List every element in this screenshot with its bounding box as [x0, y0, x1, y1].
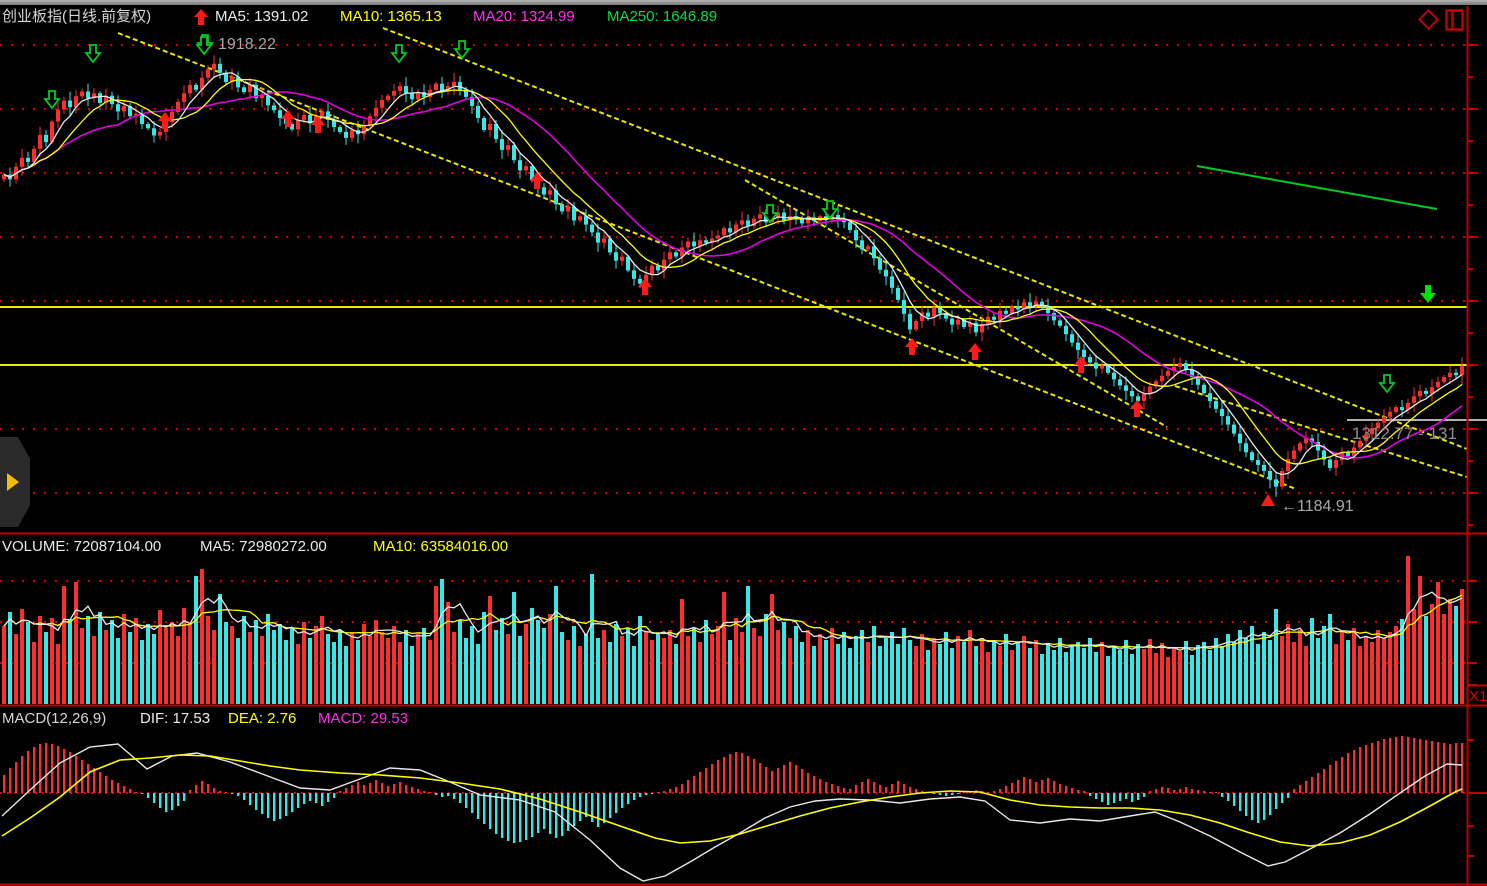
buy-arrow-icon	[311, 116, 325, 133]
volume-bars-layer[interactable]	[2, 556, 1464, 704]
sell-arrow-icon	[821, 200, 839, 220]
high-marker-arrow-icon	[195, 36, 213, 56]
dif-value: DIF: 17.53	[140, 710, 211, 727]
candles-layer[interactable]	[2, 55, 1464, 497]
axis-frame-layer	[0, 6, 1487, 886]
buy-arrow-icon	[1130, 400, 1144, 417]
window-top-edge	[0, 0, 1487, 5]
split-window-icon	[1445, 9, 1464, 31]
buy-arrow-icon	[281, 110, 295, 127]
macd-value: MACD: 29.53	[318, 710, 409, 727]
buy-arrow-icon	[530, 172, 544, 189]
horizontal-price-lines[interactable]	[0, 27, 1487, 490]
ma10-value: MA10: 1365.13	[340, 8, 442, 25]
ma250-value: MA250: 1646.89	[607, 8, 718, 25]
moving-averages-layer	[3, 72, 1463, 476]
sell-arrow-solid-icon	[1420, 285, 1436, 303]
symbol-title: 创业板指(日线.前复权)	[2, 8, 152, 25]
volume-ma5: MA5: 72980272.00	[200, 538, 327, 555]
volume-ma-layer	[3, 591, 1463, 651]
sell-arrow-icon	[453, 40, 471, 60]
buy-arrow-icon	[1074, 356, 1088, 373]
volume-ma10: MA10: 63584016.00	[373, 538, 509, 555]
price-level-label: 1312.77 - 131	[1352, 424, 1457, 443]
buy-arrow-icon	[968, 343, 982, 360]
sell-arrow-icon	[761, 204, 779, 224]
diamond-icon	[1417, 8, 1440, 31]
sell-arrow-icon	[390, 44, 408, 64]
sell-arrow-icon	[1378, 374, 1396, 394]
buy-arrow-icon	[158, 112, 172, 129]
ma20-value: MA20: 1324.99	[473, 8, 575, 25]
macd-layer[interactable]	[1, 736, 1464, 882]
signal-arrows-layer	[43, 34, 1436, 506]
ma5-value: MA5: 1391.02	[215, 8, 309, 25]
macd-params: MACD(12,26,9)	[2, 710, 107, 727]
sell-arrow-icon	[84, 44, 102, 64]
nav-right-arrow-icon[interactable]	[7, 473, 19, 491]
trend-up-icon	[194, 9, 208, 25]
sell-arrow-icon	[43, 90, 61, 110]
low-marker-triangle-icon	[1261, 494, 1275, 506]
period-low-label: ←1184.91	[1281, 498, 1354, 515]
dea-value: DEA: 2.76	[228, 710, 297, 727]
buy-arrow-icon	[638, 278, 652, 295]
period-high-label: 1918.22	[218, 36, 276, 53]
volume-value: VOLUME: 72087104.00	[2, 538, 162, 555]
pane-tag-x1[interactable]: X1	[1469, 688, 1487, 705]
corner-icons-layer[interactable]	[1417, 8, 1464, 31]
buy-arrow-icon	[905, 338, 919, 355]
